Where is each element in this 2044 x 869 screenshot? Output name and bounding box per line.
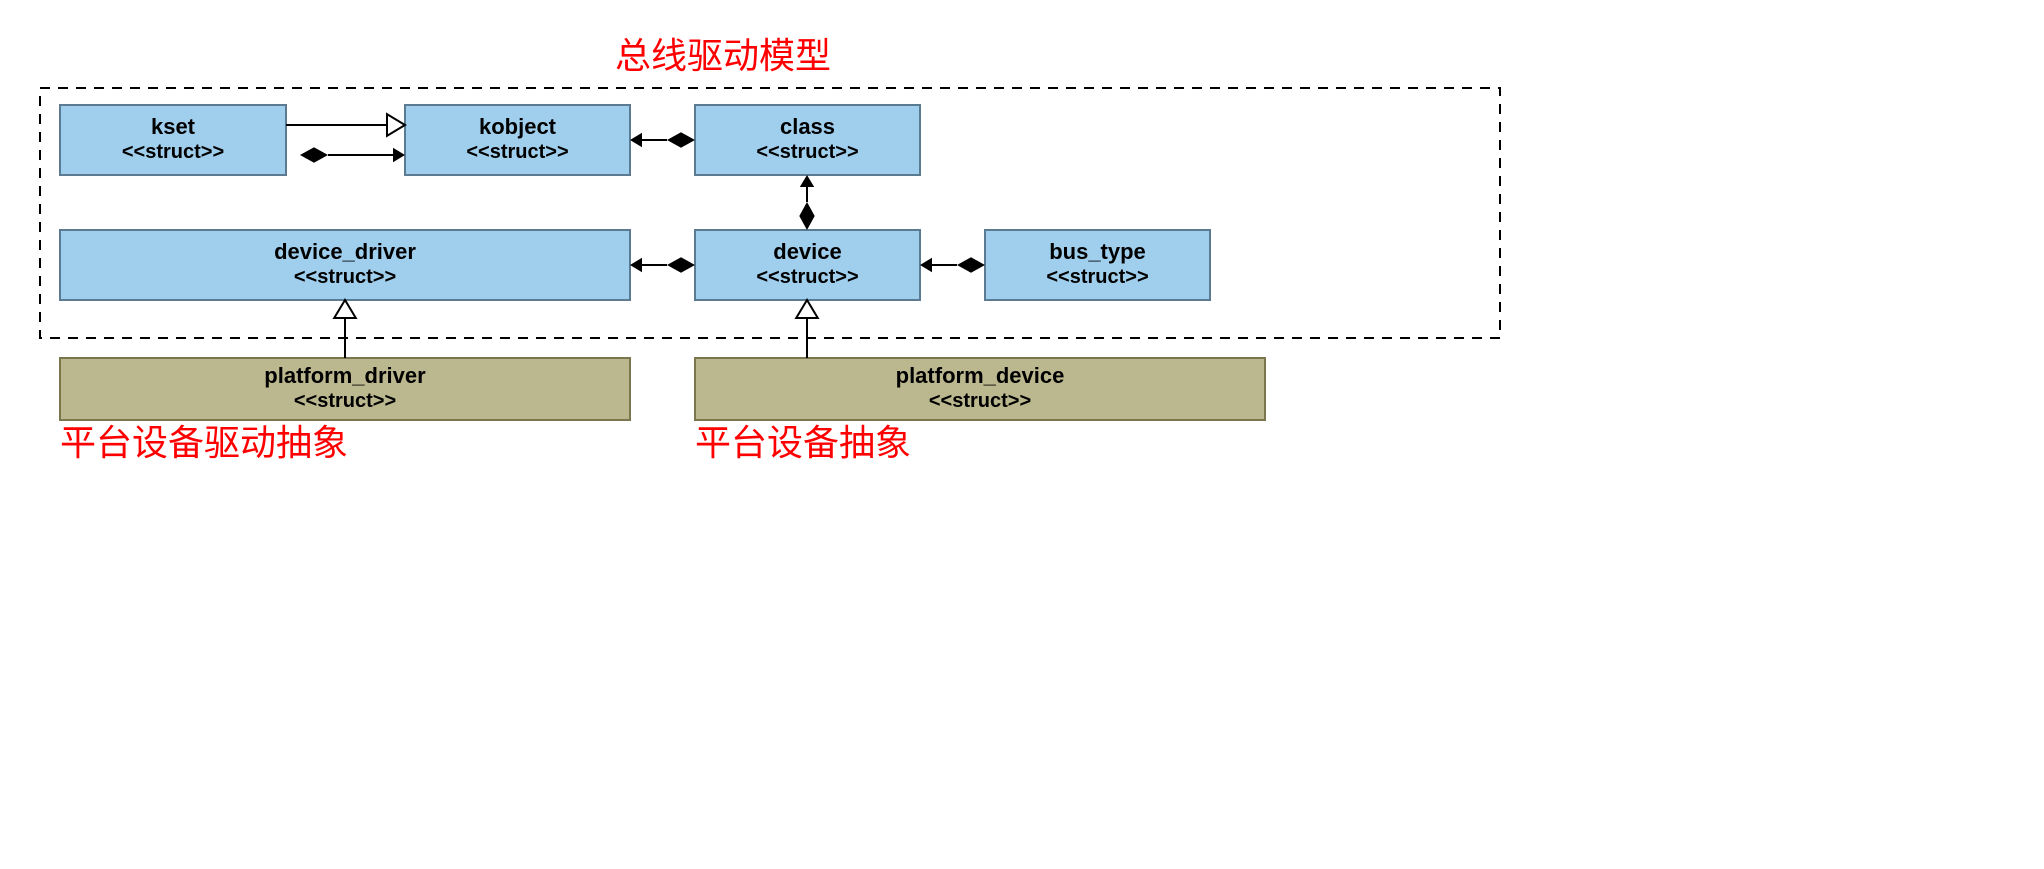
struct-kobject: kobject<<struct>>: [405, 105, 630, 175]
label-platform-driver-abstraction: 平台设备驱动抽象: [60, 422, 348, 463]
struct-stereotype: <<struct>>: [294, 266, 396, 288]
struct-platform_driver: platform_driver<<struct>>: [60, 358, 630, 420]
struct-stereotype: <<struct>>: [294, 390, 396, 412]
label-platform-device-abstraction: 平台设备抽象: [695, 422, 911, 463]
struct-title: kobject: [479, 114, 557, 139]
struct-class: class<<struct>>: [695, 105, 920, 175]
struct-title: kset: [151, 114, 196, 139]
struct-kset: kset<<struct>>: [60, 105, 286, 175]
struct-stereotype: <<struct>>: [466, 141, 568, 163]
struct-device: device<<struct>>: [695, 230, 920, 300]
struct-title: bus_type: [1049, 239, 1146, 264]
struct-platform_device: platform_device<<struct>>: [695, 358, 1265, 420]
struct-bus_type: bus_type<<struct>>: [985, 230, 1210, 300]
struct-stereotype: <<struct>>: [929, 390, 1031, 412]
struct-title: platform_driver: [264, 363, 426, 388]
struct-stereotype: <<struct>>: [756, 141, 858, 163]
struct-title: device_driver: [274, 239, 416, 264]
uml-diagram: 总线驱动模型kset<<struct>>kobject<<struct>>cla…: [0, 0, 1533, 652]
struct-stereotype: <<struct>>: [756, 266, 858, 288]
struct-stereotype: <<struct>>: [122, 141, 224, 163]
struct-title: device: [773, 239, 842, 264]
struct-device_driver: device_driver<<struct>>: [60, 230, 630, 300]
diagram-title: 总线驱动模型: [615, 35, 831, 76]
struct-title: platform_device: [896, 363, 1065, 388]
struct-title: class: [780, 114, 835, 139]
struct-stereotype: <<struct>>: [1046, 266, 1148, 288]
